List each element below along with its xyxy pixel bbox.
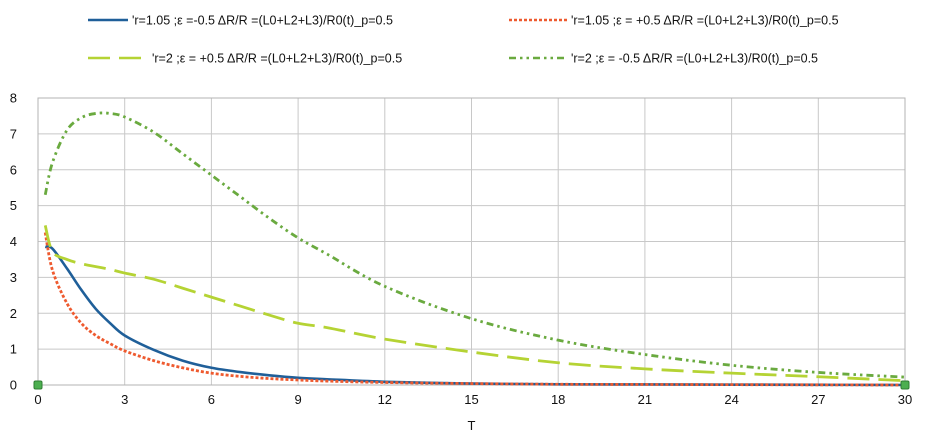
x-tick-label-5: 15 <box>464 392 478 407</box>
x-tick-label-0: 0 <box>34 392 41 407</box>
grid <box>37 97 906 386</box>
x-tick-label-7: 21 <box>638 392 652 407</box>
x-tick-label-2: 6 <box>208 392 215 407</box>
y-tick-label-3: 3 <box>10 270 17 285</box>
legend-label-1: 'r=1.05 ;ε = +0.5 ΔR/R =(L0+L2+L3)/R0(t)… <box>571 14 839 28</box>
legend: 'r=1.05 ;ε =-0.5 ΔR/R =(L0+L2+L3)/R0(t)_… <box>88 14 839 66</box>
series-line-1 <box>43 232 906 387</box>
x-tick-label-9: 27 <box>811 392 825 407</box>
x-tick-label-8: 24 <box>724 392 738 407</box>
x-tick-label-1: 3 <box>121 392 128 407</box>
endpoint-marker-0 <box>33 380 43 390</box>
y-tick-label-7: 7 <box>10 126 17 141</box>
x-tick-label-6: 18 <box>551 392 565 407</box>
series-line-3 <box>43 111 906 379</box>
legend-item-3: 'r=2 ;ε = -0.5 ΔR/R =(L0+L2+L3)/R0(t)_p=… <box>509 52 818 66</box>
endpoint-markers <box>33 380 910 390</box>
y-tick-label-5: 5 <box>10 198 17 213</box>
y-tick-label-4: 4 <box>10 234 17 249</box>
legend-label-3: 'r=2 ;ε = -0.5 ΔR/R =(L0+L2+L3)/R0(t)_p=… <box>571 52 818 66</box>
legend-label-0: 'r=1.05 ;ε =-0.5 ΔR/R =(L0+L2+L3)/R0(t)_… <box>132 14 393 28</box>
x-tick-label-4: 12 <box>378 392 392 407</box>
y-axis-ticks: 0 1 2 3 4 5 6 7 8 <box>10 91 17 393</box>
legend-item-2: 'r=2 ;ε = +0.5 ΔR/R =(L0+L2+L3)/R0(t)_p=… <box>88 52 402 66</box>
legend-label-2: 'r=2 ;ε = +0.5 ΔR/R =(L0+L2+L3)/R0(t)_p=… <box>152 52 402 66</box>
y-tick-label-6: 6 <box>10 162 17 177</box>
y-tick-label-2: 2 <box>10 306 17 321</box>
series-line-2 <box>43 224 906 383</box>
series-line-0 <box>44 245 906 387</box>
legend-item-0: 'r=1.05 ;ε =-0.5 ΔR/R =(L0+L2+L3)/R0(t)_… <box>88 14 393 28</box>
x-tick-label-10: 30 <box>898 392 912 407</box>
legend-item-1: 'r=1.05 ;ε = +0.5 ΔR/R =(L0+L2+L3)/R0(t)… <box>509 14 839 28</box>
series-lines <box>43 111 906 387</box>
x-axis-ticks: 0 3 6 9 12 15 18 21 24 27 30 <box>34 392 912 407</box>
y-tick-label-0: 0 <box>10 378 17 393</box>
x-axis-title: T <box>468 418 476 433</box>
plot-frame <box>37 97 906 386</box>
plot-area-border <box>37 97 906 386</box>
x-tick-label-3: 9 <box>294 392 301 407</box>
y-tick-label-8: 8 <box>10 91 17 106</box>
endpoint-marker-1 <box>900 380 910 390</box>
y-tick-label-1: 1 <box>10 342 17 357</box>
